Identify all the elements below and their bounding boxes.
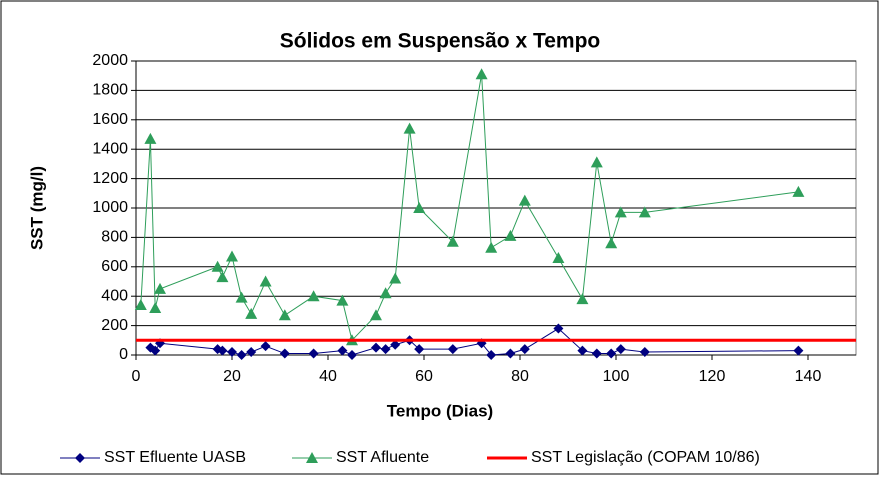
legend-label: SST Legislação (COPAM 10/86) [531, 449, 760, 466]
x-tick-label: 0 [132, 368, 141, 385]
x-tick-label: 140 [795, 368, 822, 385]
triangle-marker [792, 185, 805, 197]
diamond-marker [793, 345, 804, 356]
triangle-marker [614, 206, 627, 218]
x-tick-label: 100 [603, 368, 630, 385]
diamond-marker [236, 350, 247, 360]
triangle-marker [389, 272, 402, 284]
y-tick-label: 800 [101, 229, 128, 246]
triangle-marker [226, 250, 238, 262]
y-tick-label: 200 [101, 317, 128, 334]
triangle-marker [413, 202, 426, 213]
diamond-marker [75, 453, 85, 463]
triangle-marker [259, 275, 272, 287]
triangle-marker [154, 282, 166, 294]
diamond-marker [380, 344, 391, 355]
x-tick-label: 120 [699, 368, 726, 385]
diamond-marker [260, 341, 271, 352]
triangle-marker [552, 251, 565, 263]
triangle-marker [307, 290, 320, 302]
legend-label: SST Afluente [336, 449, 429, 466]
triangle-marker [605, 237, 618, 249]
triangle-marker [403, 122, 416, 134]
triangle-marker [638, 206, 651, 218]
triangle-marker [576, 293, 589, 305]
diamond-marker [390, 339, 401, 350]
x-tick-label: 60 [415, 368, 433, 385]
triangle-marker [134, 299, 147, 311]
triangle-marker [144, 132, 157, 144]
diamond-marker [486, 350, 497, 360]
triangle-marker [278, 309, 291, 321]
diamond-marker [371, 342, 381, 353]
triangle-marker [518, 194, 531, 206]
y-tick-label: 1200 [92, 170, 128, 187]
diamond-marker [217, 345, 228, 356]
chart-title: Sólidos em Suspensão x Tempo [280, 30, 601, 53]
triangle-marker [245, 307, 258, 319]
diamond-marker [347, 350, 357, 360]
diamond-marker [308, 348, 319, 359]
triangle-marker [370, 309, 382, 321]
diamond-marker [639, 347, 650, 358]
y-tick-label: 1000 [92, 199, 128, 216]
diamond-marker [615, 344, 626, 355]
triangle-marker [504, 229, 517, 241]
y-axis-label: SST (mg/l) [27, 166, 46, 250]
y-tick-label: 2000 [92, 52, 128, 69]
diamond-marker [577, 345, 588, 356]
x-tick-label: 20 [223, 368, 241, 385]
y-tick-label: 1400 [92, 140, 128, 157]
triangle-marker [446, 235, 459, 247]
y-tick-label: 1600 [92, 111, 128, 128]
diamond-marker [606, 348, 617, 359]
diamond-marker [505, 348, 516, 359]
y-tick-label: 1800 [92, 82, 128, 99]
diamond-marker [279, 348, 290, 359]
triangle-marker [211, 260, 224, 272]
y-tick-label: 400 [101, 287, 128, 304]
triangle-marker [379, 287, 392, 299]
y-tick-label: 0 [119, 346, 128, 363]
triangle-marker [216, 271, 229, 283]
triangle-marker [475, 68, 488, 80]
triangle-marker [235, 291, 248, 303]
triangle-marker [149, 301, 162, 313]
diamond-marker [246, 347, 257, 358]
diamond-marker [150, 345, 161, 356]
diamond-marker [227, 347, 237, 358]
triangle-marker [336, 294, 349, 306]
x-tick-label: 40 [319, 368, 337, 385]
diamond-marker [447, 344, 458, 355]
x-axis-label: Tempo (Dias) [387, 401, 493, 420]
triangle-marker [590, 156, 603, 168]
x-tick-label: 80 [511, 368, 529, 385]
diamond-marker [414, 344, 425, 355]
diamond-marker [553, 323, 564, 334]
y-tick-label: 600 [101, 258, 128, 275]
triangle-marker [485, 241, 498, 253]
diamond-marker [337, 345, 348, 356]
triangle-marker [306, 452, 318, 463]
diamond-marker [519, 344, 530, 355]
diamond-marker [591, 348, 602, 359]
legend-label: SST Efluente UASB [104, 449, 246, 466]
